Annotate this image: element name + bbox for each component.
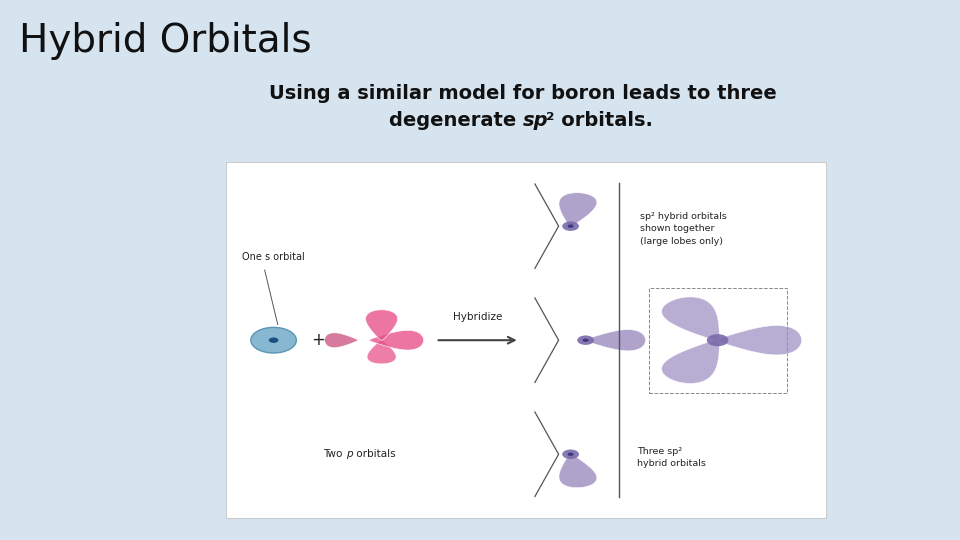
- Text: sp: sp: [523, 111, 549, 130]
- PathPatch shape: [367, 340, 396, 364]
- PathPatch shape: [718, 326, 802, 355]
- FancyBboxPatch shape: [226, 162, 826, 518]
- PathPatch shape: [586, 329, 645, 351]
- Text: p: p: [346, 449, 352, 459]
- Circle shape: [567, 453, 574, 456]
- Text: Hybrid Orbitals: Hybrid Orbitals: [19, 22, 312, 59]
- Text: ² orbitals.: ² orbitals.: [545, 111, 653, 130]
- PathPatch shape: [661, 340, 719, 383]
- Circle shape: [563, 449, 579, 459]
- Circle shape: [269, 338, 278, 343]
- PathPatch shape: [366, 310, 397, 340]
- Circle shape: [567, 225, 574, 228]
- Text: sp² hybrid orbitals
shown together
(large lobes only): sp² hybrid orbitals shown together (larg…: [639, 212, 727, 246]
- Text: Two: Two: [323, 449, 346, 459]
- Text: Hybridize: Hybridize: [453, 312, 502, 322]
- PathPatch shape: [324, 333, 357, 348]
- PathPatch shape: [370, 330, 423, 350]
- Circle shape: [707, 334, 729, 346]
- Text: Three sp²
hybrid orbitals: Three sp² hybrid orbitals: [636, 447, 706, 468]
- Text: orbitals: orbitals: [353, 449, 396, 459]
- Text: degenerate: degenerate: [389, 111, 523, 130]
- Circle shape: [563, 221, 579, 231]
- Text: Using a similar model for boron leads to three: Using a similar model for boron leads to…: [270, 84, 777, 103]
- Text: One s orbital: One s orbital: [242, 252, 305, 262]
- Circle shape: [251, 327, 297, 353]
- PathPatch shape: [661, 297, 719, 340]
- PathPatch shape: [559, 193, 597, 226]
- PathPatch shape: [559, 454, 597, 488]
- Text: +: +: [312, 331, 325, 349]
- Circle shape: [583, 339, 588, 342]
- Circle shape: [577, 335, 594, 345]
